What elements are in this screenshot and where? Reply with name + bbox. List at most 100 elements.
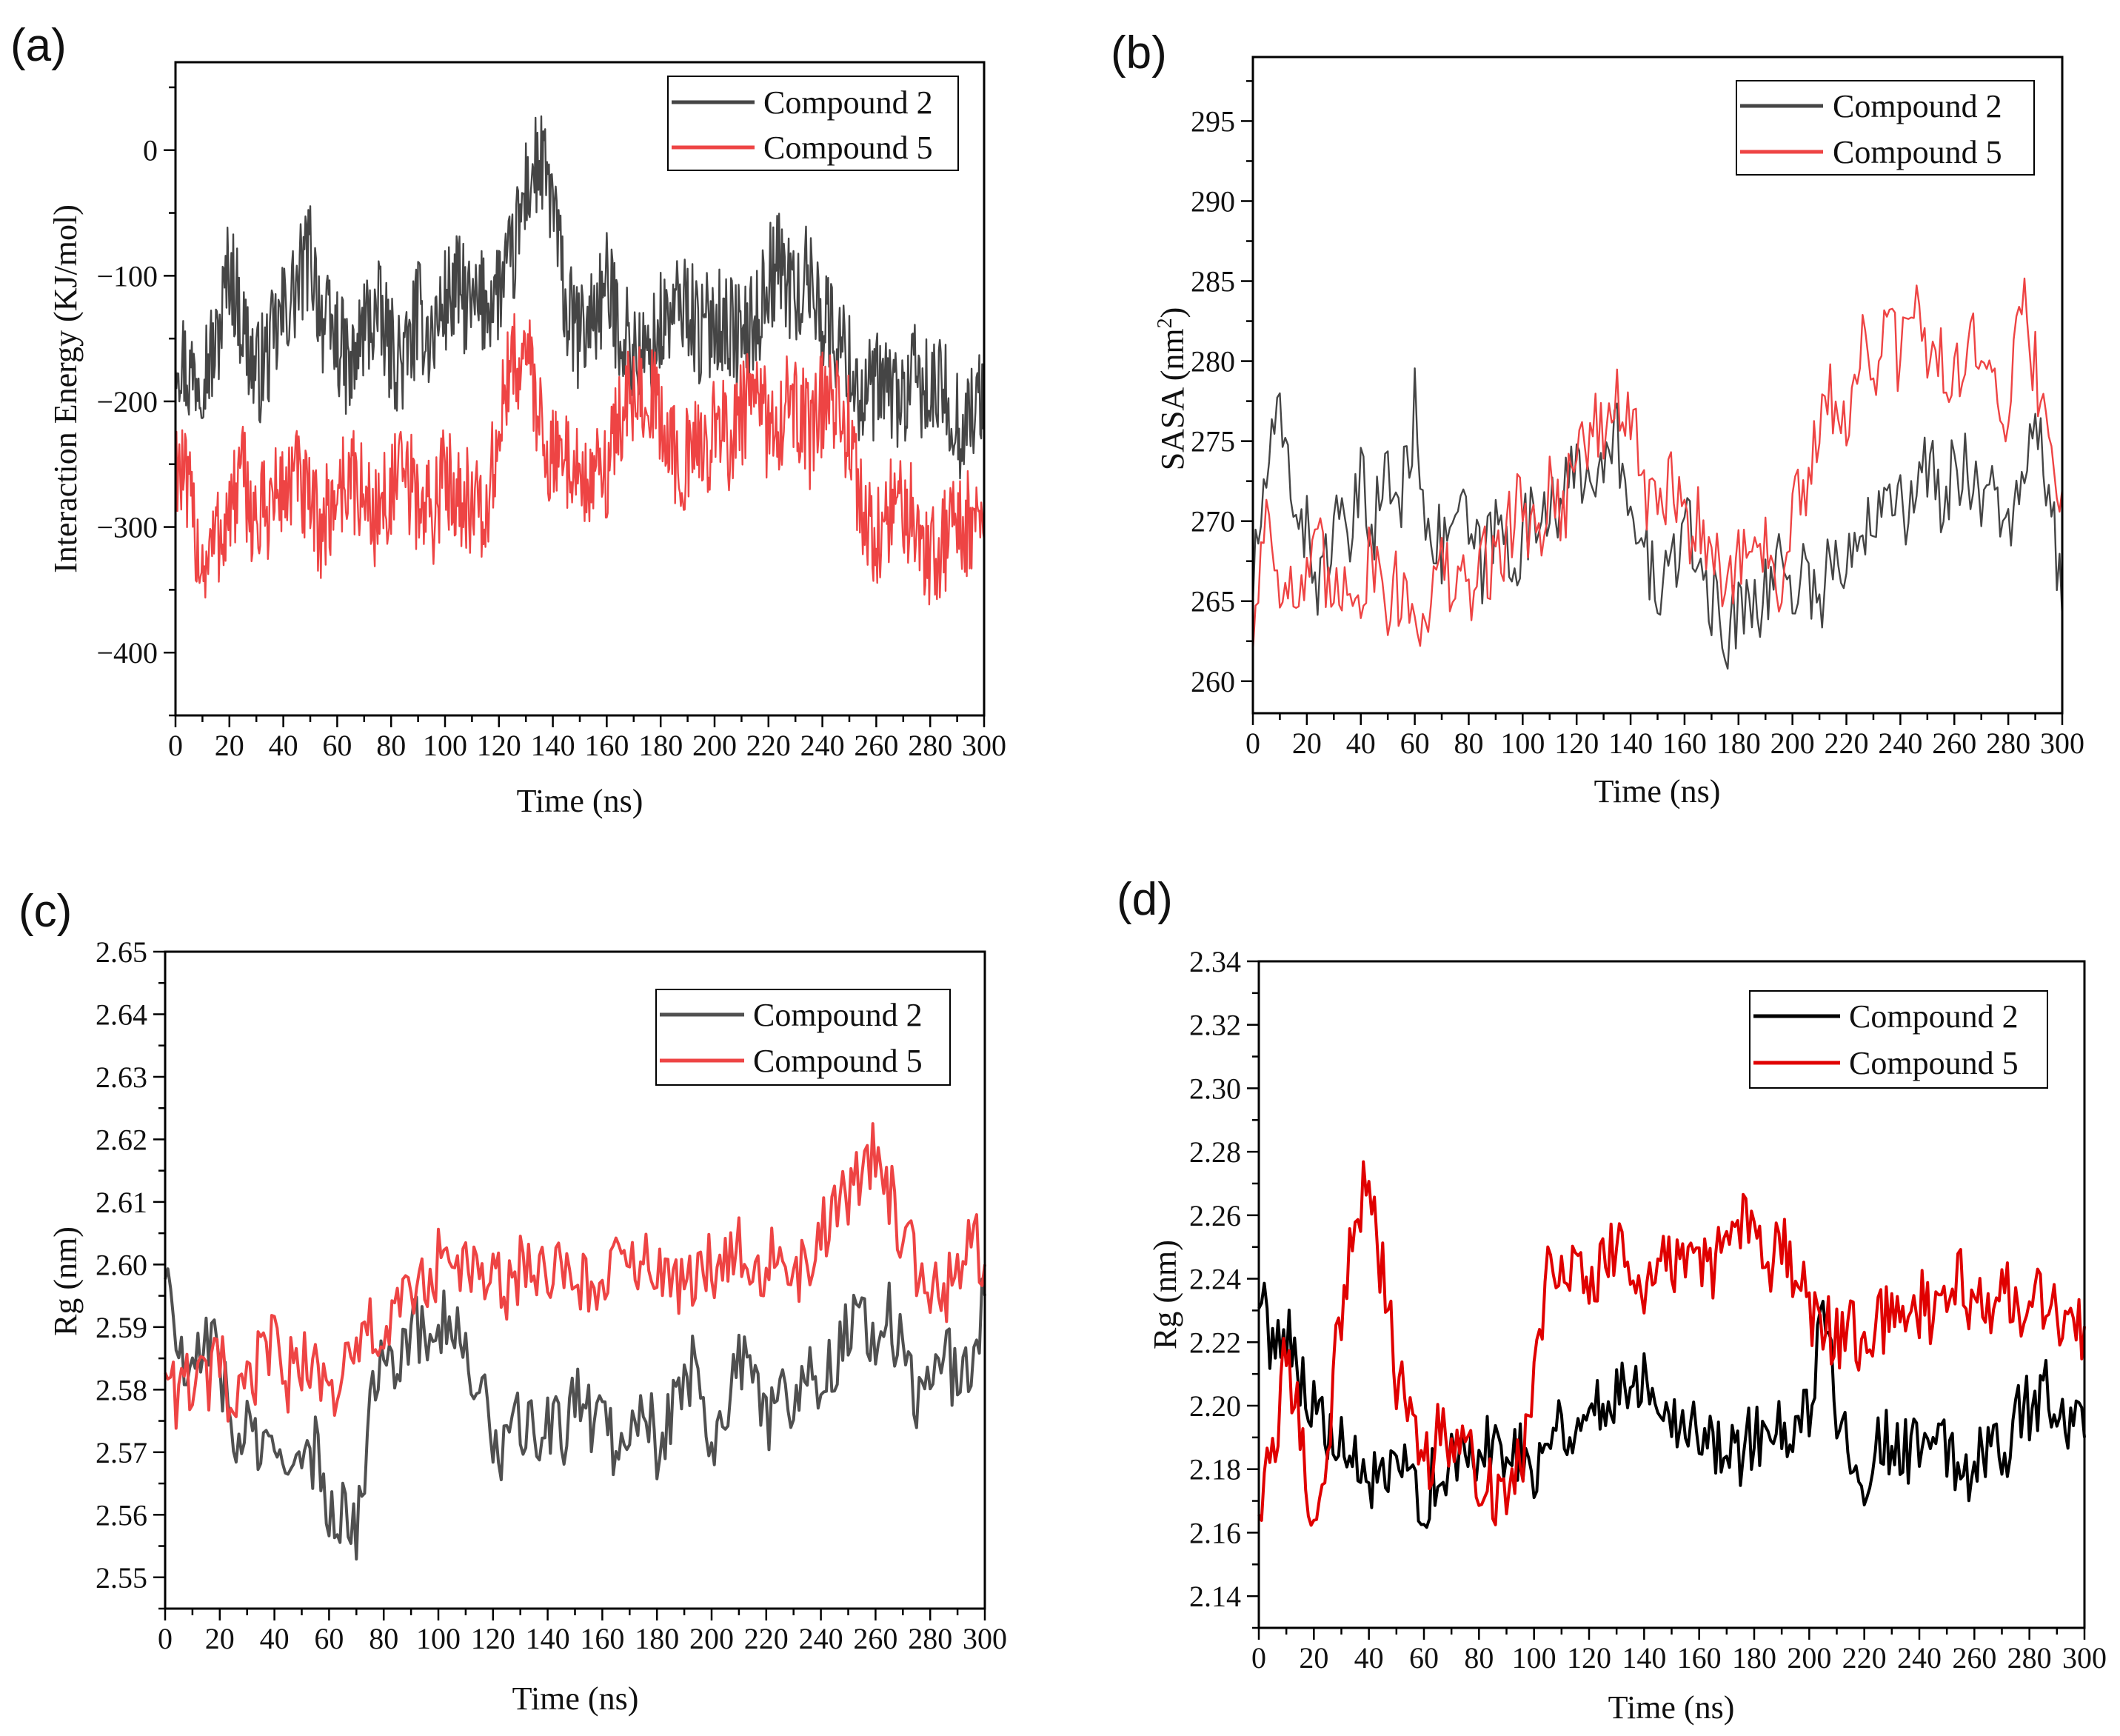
panel-b-ylabel: SASA (nm2) bbox=[1154, 307, 1191, 471]
panel-d-ytick-label: 2.32 bbox=[1189, 1009, 1241, 1042]
panel-a-xtick-label: 80 bbox=[376, 729, 406, 762]
panel-c-series-compound-2 bbox=[164, 1267, 986, 1561]
panel-d-ytick-label: 2.30 bbox=[1189, 1072, 1241, 1105]
panel-d-xtick-label: 180 bbox=[1732, 1641, 1776, 1675]
panel-c-xtick-label: 160 bbox=[580, 1622, 624, 1655]
panel-c-xtick-label: 260 bbox=[853, 1622, 897, 1655]
panel-c-xtick-label: 140 bbox=[526, 1622, 570, 1655]
panel-b-ylabel-superscript: 2 bbox=[1154, 318, 1177, 328]
panel-d-ytick-label: 2.26 bbox=[1189, 1199, 1241, 1232]
panel-b-xtick-label: 200 bbox=[1770, 727, 1815, 760]
panel-d-xtick-label: 300 bbox=[2062, 1641, 2107, 1675]
panel-c-xtick-label: 220 bbox=[744, 1622, 789, 1655]
panel-a-ytick-label: −400 bbox=[96, 636, 158, 670]
panel-b-ytick-label: 285 bbox=[1191, 265, 1235, 298]
panel-c-xtick-label: 180 bbox=[635, 1622, 679, 1655]
panel-b-legend-box bbox=[1736, 80, 2035, 176]
panel-c-ylabel: Rg (nm) bbox=[47, 1226, 84, 1336]
panel-c-plot: 0 20 40 60 80 100 120 140 160 180 200 220 240 260 280 3… bbox=[96, 935, 1007, 1655]
panel-a-legend-label-compound-2: Compound 2 bbox=[763, 84, 933, 121]
panel-b-ytick-label: 275 bbox=[1191, 425, 1235, 458]
panel-c-xlabel: Time (ns) bbox=[512, 1680, 639, 1717]
panel-d-xtick-label: 100 bbox=[1512, 1641, 1556, 1675]
panel-d-xtick-label: 120 bbox=[1567, 1641, 1611, 1675]
panel-d-ytick-label: 2.24 bbox=[1189, 1263, 1241, 1296]
panel-a-xtick-label: 220 bbox=[746, 729, 791, 762]
panel-b-ytick-label: 295 bbox=[1191, 104, 1235, 138]
panel-b-xtick-label: 160 bbox=[1662, 727, 1707, 760]
panel-c-xtick-label: 0 bbox=[158, 1622, 173, 1655]
panel-d-xtick-label: 220 bbox=[1842, 1641, 1887, 1675]
panel-c-legend: Compound 2 Compound 5 bbox=[655, 989, 951, 1086]
panel-a-ytick-label: 0 bbox=[143, 134, 158, 167]
panel-b-series-compound-2 bbox=[1251, 367, 2064, 670]
panel-b-ytick-label: 260 bbox=[1191, 665, 1235, 698]
panel-b-xtick-label: 60 bbox=[1400, 727, 1430, 760]
panel-b-series-compound-5 bbox=[1251, 277, 2064, 652]
panel-c-xtick-label: 120 bbox=[471, 1622, 515, 1655]
panel-a-legend-box bbox=[667, 76, 959, 171]
panel-b-ylabel-close: ) bbox=[1154, 307, 1191, 318]
panel-b-xtick-label: 120 bbox=[1554, 727, 1599, 760]
panel-b-frame bbox=[1251, 56, 2064, 715]
panel-b: (b) 0 20 40 60 80 100 120 140 160 180 200 220 240 260… bbox=[1111, 27, 2084, 809]
panel-a-xtick-label: 100 bbox=[423, 729, 467, 762]
panel-a-series-compound-2 bbox=[174, 115, 986, 480]
panel-b-ytick-label: 290 bbox=[1191, 184, 1235, 218]
panel-c-ytick-label: 2.61 bbox=[96, 1186, 147, 1219]
panel-d-frame bbox=[1257, 960, 2086, 1629]
panel-d-xtick-label: 60 bbox=[1409, 1641, 1439, 1675]
panel-d-xtick-label: 20 bbox=[1299, 1641, 1328, 1675]
panel-a-xtick-label: 180 bbox=[638, 729, 683, 762]
panel-a-xtick-label: 240 bbox=[800, 729, 845, 762]
panel-d: (d) 0 20 40 60 80 100 120 140 160 180 200 220 240 260… bbox=[1117, 874, 2107, 1726]
panel-c-series-compound-5 bbox=[164, 1122, 986, 1430]
panel-c-ytick-label: 2.63 bbox=[96, 1061, 147, 1094]
panel-c-ytick-label: 2.55 bbox=[96, 1561, 147, 1595]
panel-c-ytick-label: 2.62 bbox=[96, 1123, 147, 1156]
panel-d-xtick-label: 240 bbox=[1897, 1641, 1942, 1675]
panel-c-ytick-label: 2.60 bbox=[96, 1248, 147, 1281]
panel-c-xtick-label: 200 bbox=[689, 1622, 734, 1655]
panel-a-legend: Compound 2 Compound 5 bbox=[667, 76, 959, 171]
panel-c-legend-label-compound-2: Compound 2 bbox=[753, 997, 923, 1033]
panel-c-xtick-label: 280 bbox=[908, 1622, 952, 1655]
panel-c-xtick-label: 20 bbox=[205, 1622, 235, 1655]
panel-d-ytick-label: 2.16 bbox=[1189, 1516, 1241, 1549]
panel-d-xtick-label: 40 bbox=[1354, 1641, 1384, 1675]
panel-d-xlabel: Time (ns) bbox=[1608, 1689, 1735, 1726]
panel-a-ylabel: Interaction Energy (KJ/mol) bbox=[47, 204, 84, 573]
panel-b-legend: Compound 2 Compound 5 bbox=[1736, 80, 2035, 176]
panel-a-letter: (a) bbox=[10, 20, 67, 71]
panel-c-ytick-label: 2.57 bbox=[96, 1436, 147, 1469]
panel-c-xtick-label: 300 bbox=[963, 1622, 1007, 1655]
panel-d-ytick-label: 2.22 bbox=[1189, 1326, 1241, 1359]
panel-d-xtick-label: 260 bbox=[1952, 1641, 1996, 1675]
panel-d-ytick-label: 2.28 bbox=[1189, 1135, 1241, 1169]
panel-b-xtick-label: 100 bbox=[1500, 727, 1545, 760]
panel-b-ytick-label: 270 bbox=[1191, 505, 1235, 538]
panel-b-xtick-label: 40 bbox=[1346, 727, 1376, 760]
panel-b-xtick-label: 180 bbox=[1716, 727, 1761, 760]
panel-d-ytick-label: 2.20 bbox=[1189, 1389, 1241, 1423]
panel-a-plot: 0 20 40 60 80 100 120 140 160 180 200 220 240 260 280 3… bbox=[96, 86, 1006, 762]
panel-b-letter: (b) bbox=[1111, 27, 1167, 79]
panel-c-ytick-label: 2.56 bbox=[96, 1498, 147, 1532]
panel-b-legend-label-compound-5: Compound 5 bbox=[1833, 134, 2002, 170]
panel-a-legend-label-compound-5: Compound 5 bbox=[763, 130, 933, 166]
panel-a-xtick-label: 300 bbox=[962, 729, 1006, 762]
panel-b-xtick-label: 260 bbox=[1932, 727, 1976, 760]
panel-d-ytick-label: 2.34 bbox=[1189, 945, 1241, 978]
panel-a-xtick-label: 260 bbox=[854, 729, 898, 762]
panel-b-xtick-label: 240 bbox=[1878, 727, 1922, 760]
panel-b-xtick-label: 80 bbox=[1454, 727, 1483, 760]
panel-d-ytick-label: 2.18 bbox=[1189, 1453, 1241, 1486]
panel-a-series-compound-5 bbox=[174, 313, 986, 606]
panel-c-xtick-label: 240 bbox=[799, 1622, 843, 1655]
panel-d-xtick-label: 0 bbox=[1251, 1641, 1266, 1675]
panel-d-xtick-label: 80 bbox=[1464, 1641, 1494, 1675]
panel-b-ytick-label: 265 bbox=[1191, 585, 1235, 618]
panel-b-legend-label-compound-2: Compound 2 bbox=[1833, 88, 2002, 124]
panel-d-series-compound-2 bbox=[1257, 1281, 2086, 1529]
